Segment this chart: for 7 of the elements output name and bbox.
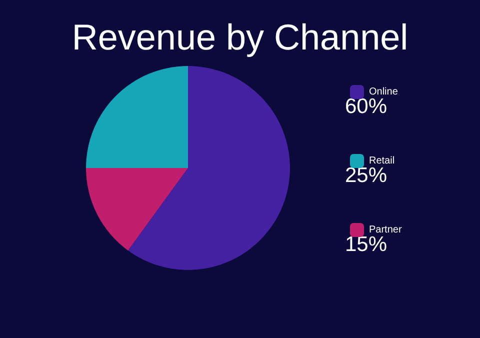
- data-label: 15%: [345, 233, 388, 256]
- legend-label: Retail: [369, 156, 395, 166]
- legend-label: Online: [369, 86, 398, 98]
- legend-label: Partner: [369, 224, 402, 236]
- data-label: 60%: [345, 95, 388, 118]
- data-label: 25%: [345, 164, 388, 187]
- chart-title: Revenue by Channel: [72, 16, 408, 58]
